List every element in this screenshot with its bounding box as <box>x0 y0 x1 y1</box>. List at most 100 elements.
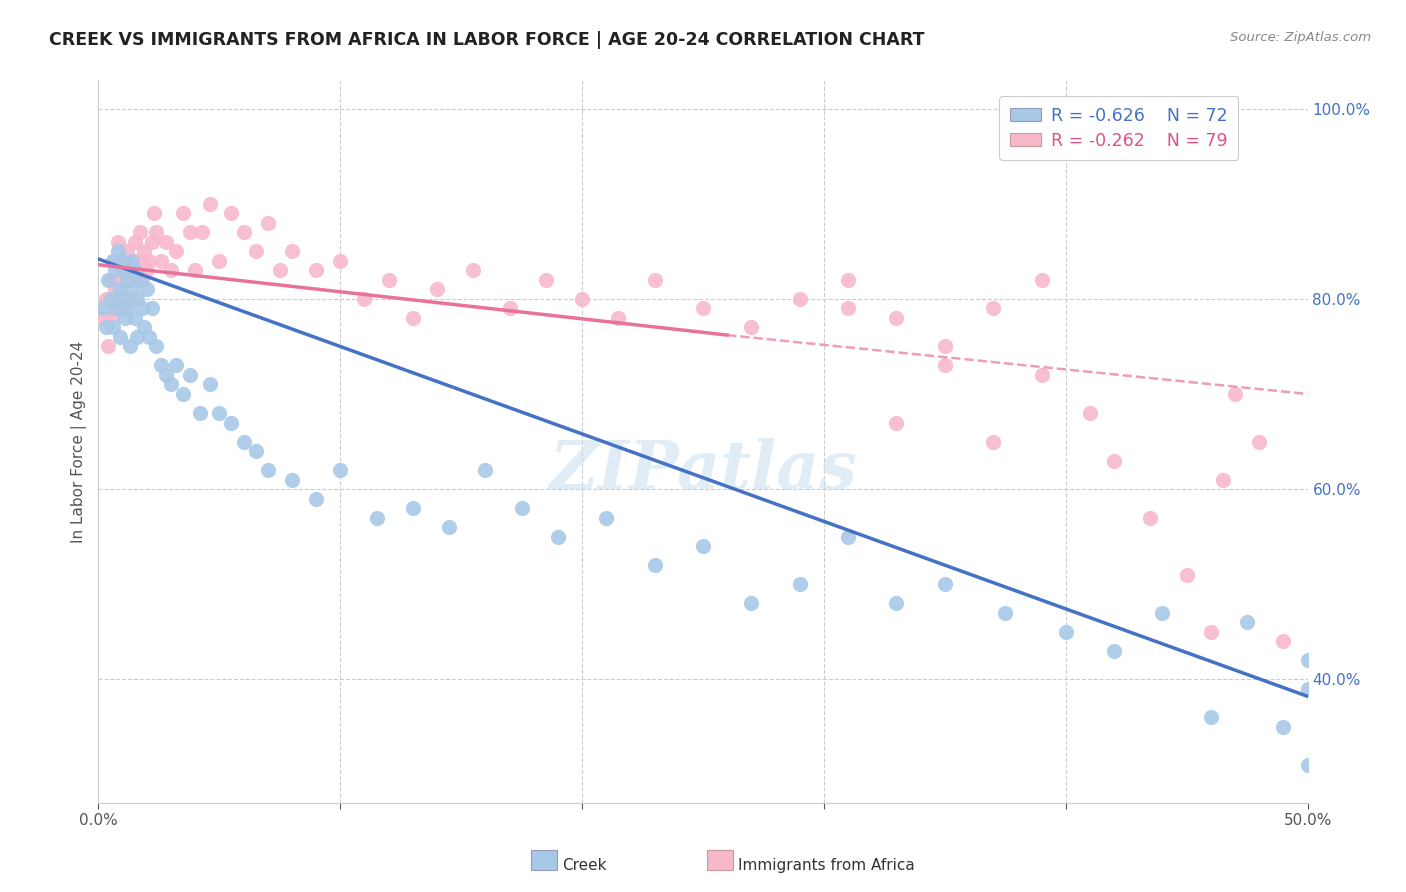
Y-axis label: In Labor Force | Age 20-24: In Labor Force | Age 20-24 <box>72 341 87 542</box>
Point <box>256 216 278 230</box>
Point <box>165 244 187 259</box>
Point <box>111 292 134 306</box>
Point <box>1296 653 1319 667</box>
Point <box>172 206 194 220</box>
Point <box>981 301 1004 316</box>
Point <box>498 301 520 316</box>
Point <box>145 339 167 353</box>
Point <box>377 273 399 287</box>
Point <box>101 320 124 334</box>
Point <box>127 330 149 344</box>
Point <box>1272 720 1295 734</box>
Point <box>155 235 177 249</box>
Point <box>547 530 569 544</box>
Point <box>740 320 762 334</box>
Point <box>1102 453 1125 467</box>
Point <box>934 339 956 353</box>
Point <box>121 253 143 268</box>
Point <box>1236 615 1258 630</box>
Point <box>165 359 187 373</box>
Point <box>117 244 139 259</box>
Point <box>100 292 122 306</box>
Point <box>101 310 124 325</box>
Point <box>437 520 460 534</box>
Point <box>117 273 139 287</box>
Point <box>150 253 173 268</box>
Point <box>135 282 157 296</box>
Point <box>329 463 352 477</box>
Point <box>160 263 183 277</box>
Point <box>463 263 485 277</box>
Point <box>107 244 129 259</box>
Point <box>108 330 131 344</box>
Point <box>1175 567 1198 582</box>
Point <box>124 310 146 325</box>
Point <box>595 510 617 524</box>
Point <box>111 253 134 268</box>
Text: Source: ZipAtlas.com: Source: ZipAtlas.com <box>1230 31 1371 45</box>
Point <box>124 273 146 287</box>
Point <box>124 235 146 249</box>
Point <box>607 310 630 325</box>
Point <box>474 463 496 477</box>
Point <box>740 596 762 610</box>
Point <box>179 368 201 382</box>
Point <box>134 244 156 259</box>
Point <box>305 491 328 506</box>
Point <box>127 292 149 306</box>
Point <box>198 377 221 392</box>
Point <box>108 282 131 296</box>
Point <box>138 253 160 268</box>
Point <box>184 263 207 277</box>
Point <box>114 310 136 325</box>
Point <box>232 434 254 449</box>
Point <box>101 253 124 268</box>
Point <box>534 273 557 287</box>
Point <box>117 301 139 316</box>
Point <box>934 577 956 591</box>
Point <box>305 263 328 277</box>
Point <box>134 320 156 334</box>
Point <box>172 387 194 401</box>
Point <box>104 263 127 277</box>
Point <box>510 501 533 516</box>
Text: ZIPatlas: ZIPatlas <box>550 438 856 503</box>
Point <box>131 301 153 316</box>
Point <box>155 368 177 382</box>
Point <box>329 253 352 268</box>
Point <box>111 263 134 277</box>
Point <box>104 282 127 296</box>
Point <box>1272 634 1295 648</box>
Point <box>111 292 134 306</box>
Point <box>1296 757 1319 772</box>
Point <box>402 310 425 325</box>
Point <box>104 301 127 316</box>
Point <box>117 263 139 277</box>
Point <box>837 530 859 544</box>
Point <box>118 339 141 353</box>
Point <box>128 273 150 287</box>
Point <box>1102 643 1125 657</box>
Point <box>692 301 714 316</box>
Point <box>837 301 859 316</box>
Point <box>107 235 129 249</box>
Point <box>91 310 114 325</box>
Point <box>138 330 160 344</box>
Point <box>108 253 131 268</box>
Legend: R = -0.626    N = 72, R = -0.262    N = 79: R = -0.626 N = 72, R = -0.262 N = 79 <box>1000 96 1239 160</box>
Point <box>128 226 150 240</box>
Text: Creek: Creek <box>562 858 607 872</box>
Point <box>114 301 136 316</box>
Point <box>886 416 908 430</box>
Point <box>994 606 1017 620</box>
Point <box>402 501 425 516</box>
Point <box>221 416 243 430</box>
Point <box>644 558 666 573</box>
Point <box>886 310 908 325</box>
Point <box>94 320 117 334</box>
Point <box>221 206 243 220</box>
Point <box>1031 273 1053 287</box>
Point <box>118 253 141 268</box>
Point <box>1054 624 1077 639</box>
Point <box>934 359 956 373</box>
